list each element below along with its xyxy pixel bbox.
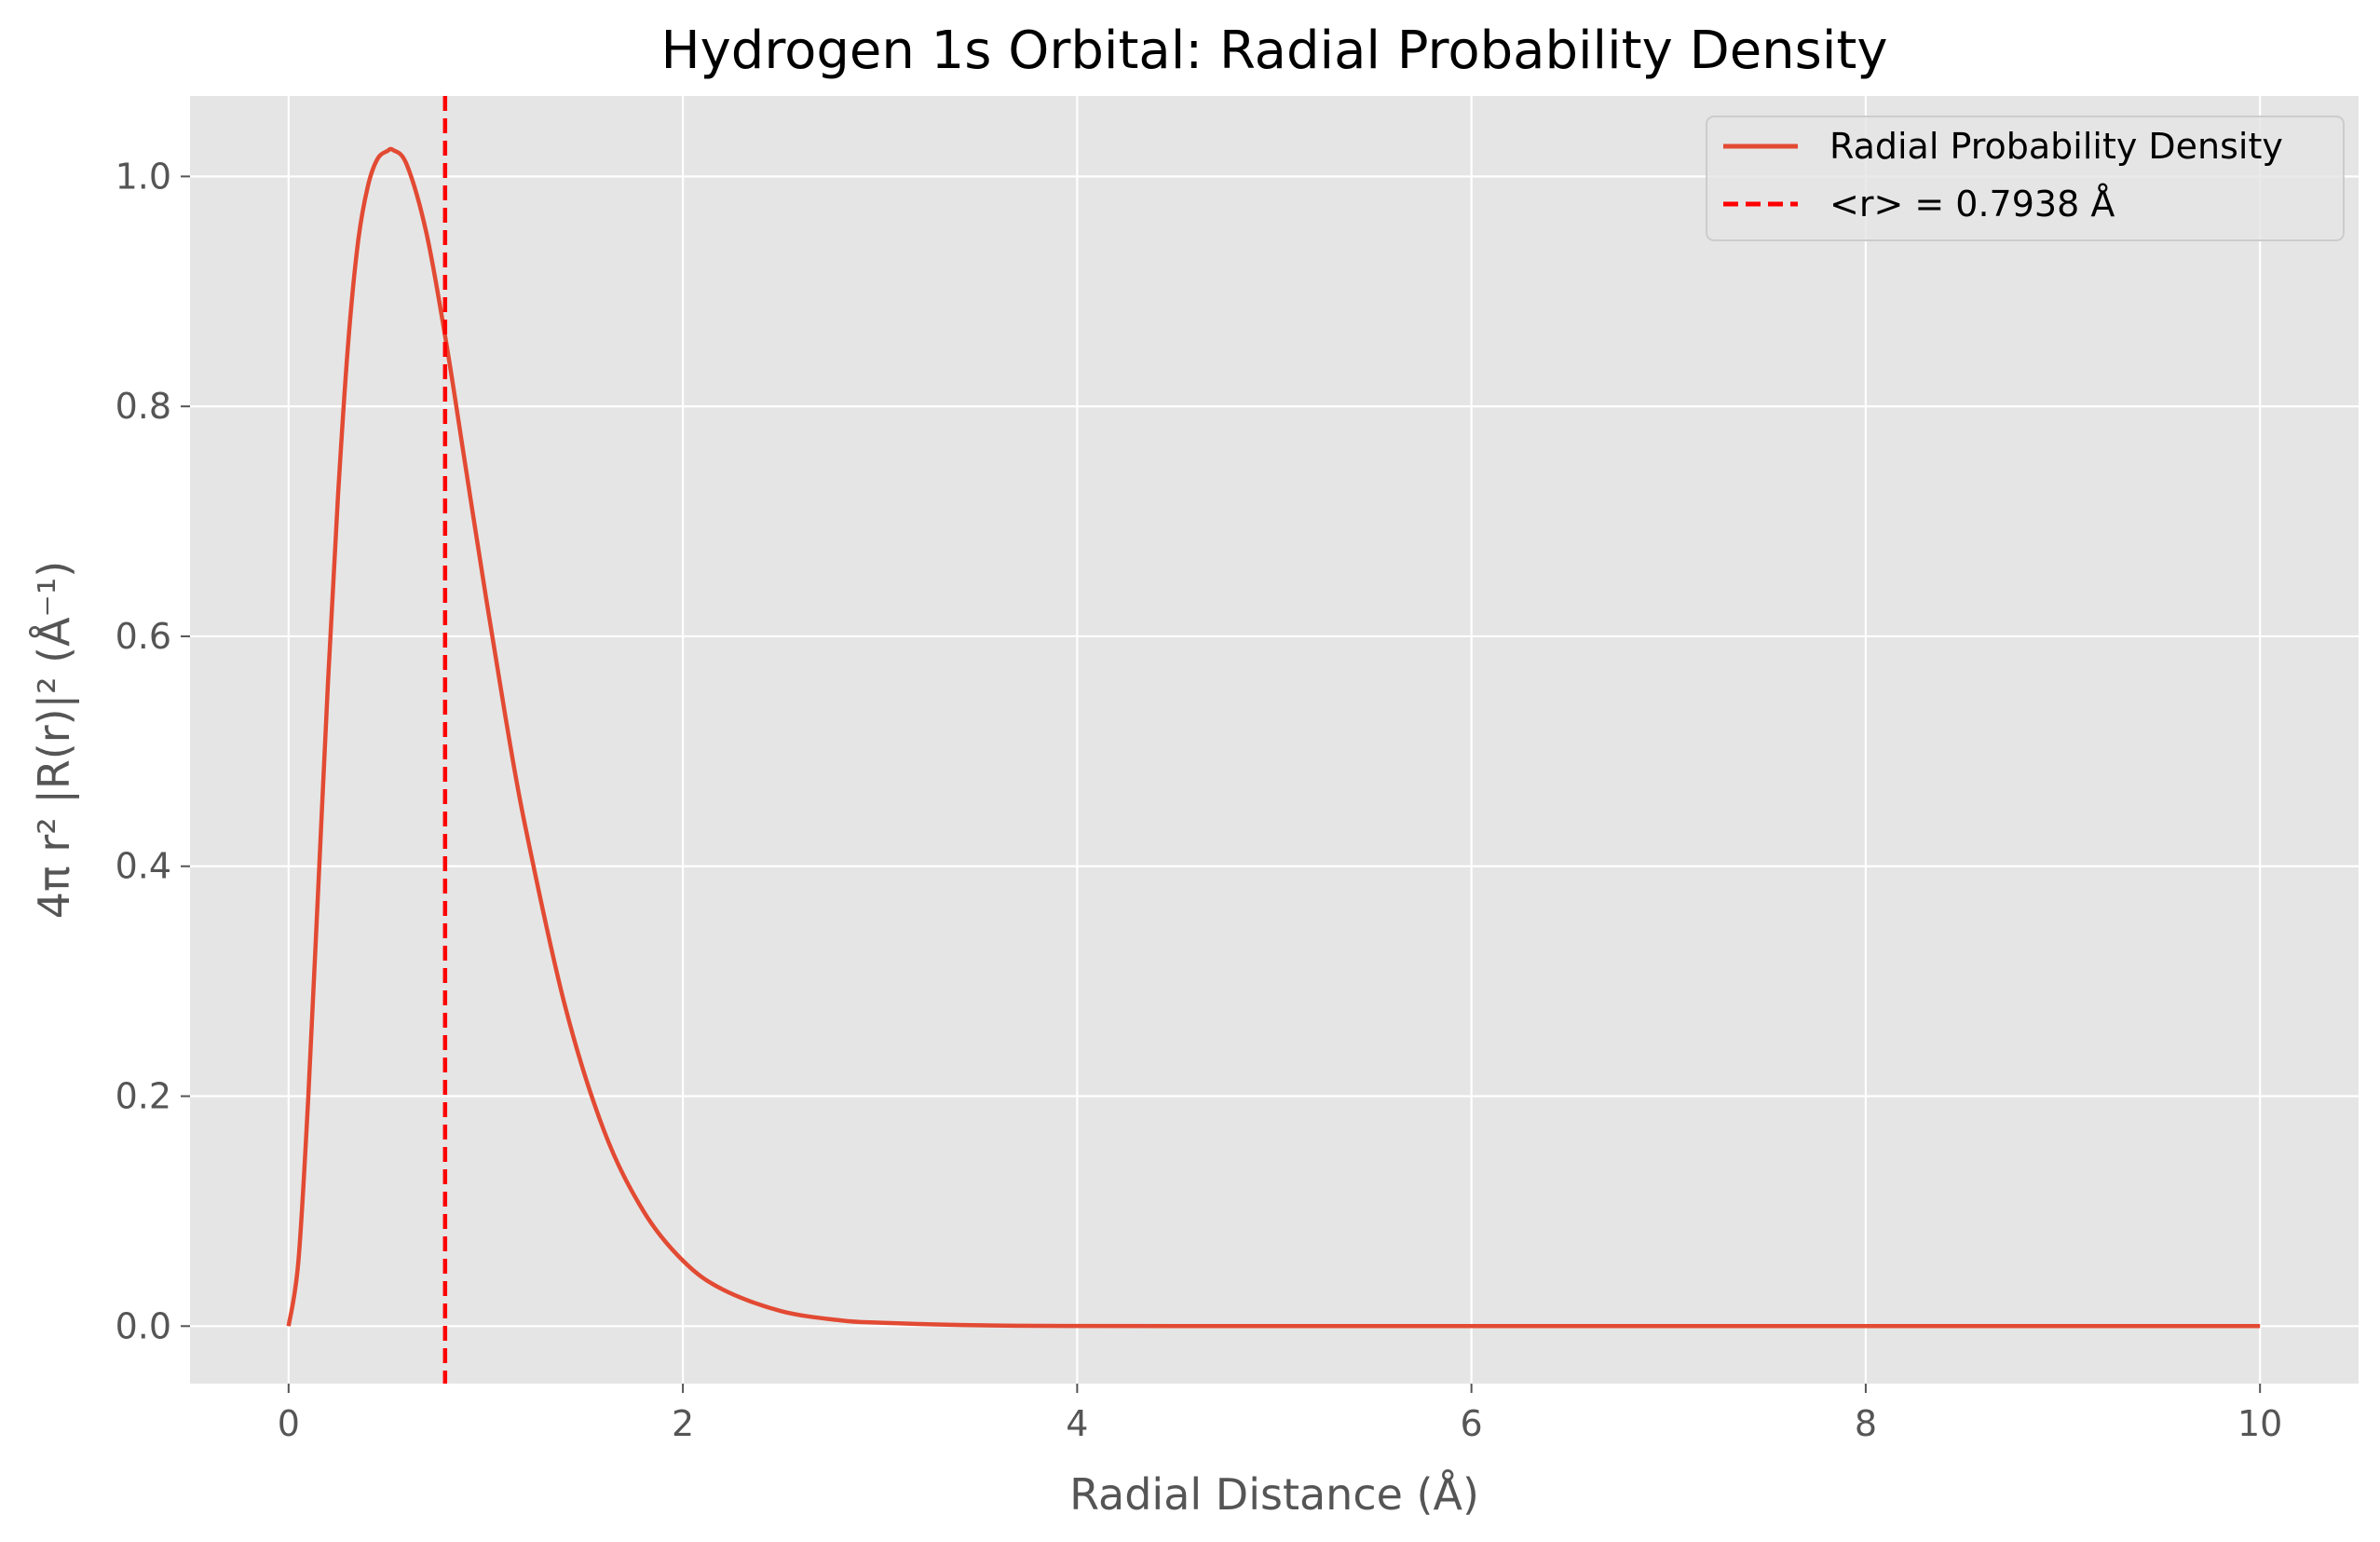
plot-background — [190, 96, 2359, 1384]
x-axis-ticks: 0 2 4 6 8 10 — [278, 1384, 2282, 1444]
x-tick-label: 2 — [672, 1403, 694, 1444]
legend-entry-mean-radius: <r> = 0.7938 Å — [1829, 184, 2115, 225]
y-axis-label: 4π r² |R(r)|² (Å⁻¹) — [29, 561, 80, 919]
y-tick-label: 0.4 — [116, 846, 171, 887]
x-axis-label: Radial Distance (Å) — [1069, 1469, 1479, 1520]
series-layer — [286, 96, 2261, 1384]
y-axis-ticks: 0.0 0.2 0.4 0.6 0.8 1.0 — [116, 156, 190, 1346]
y-tick-label: 1.0 — [116, 156, 171, 197]
legend: Radial Probability Density <r> = 0.7938 … — [1706, 116, 2345, 241]
y-tick-label: 0.6 — [116, 616, 171, 657]
grid-lines — [190, 96, 2359, 1384]
y-tick-label: 0.2 — [116, 1076, 171, 1117]
series-line-radial-density — [286, 146, 2261, 1329]
x-tick-label: 0 — [278, 1403, 300, 1444]
legend-entry-radial-density: Radial Probability Density — [1829, 126, 2283, 167]
x-tick-label: 8 — [1855, 1403, 1877, 1444]
chart-title: Hydrogen 1s Orbital: Radial Probability … — [661, 20, 1888, 81]
legend-box — [1706, 116, 2345, 241]
x-tick-label: 6 — [1461, 1403, 1483, 1444]
x-tick-label: 10 — [2237, 1403, 2282, 1444]
y-tick-label: 0.0 — [116, 1305, 171, 1346]
x-tick-label: 4 — [1066, 1403, 1088, 1444]
y-tick-label: 0.8 — [116, 386, 171, 427]
